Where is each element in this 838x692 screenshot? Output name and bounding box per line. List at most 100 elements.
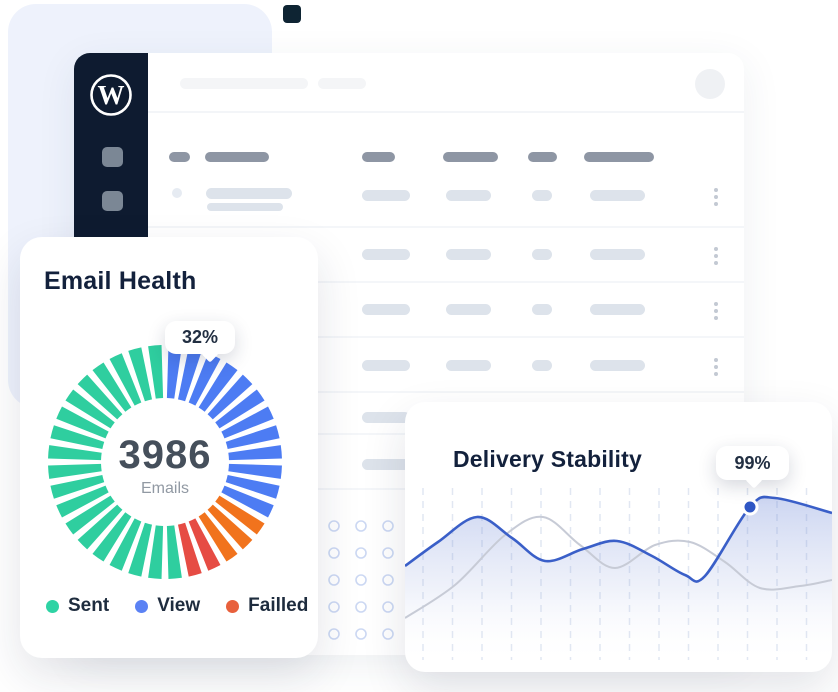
row-cell-placeholder	[532, 190, 552, 201]
donut-wedge-sent	[92, 512, 132, 562]
row-cell-placeholder	[532, 249, 552, 260]
delivery-stability-title: Delivery Stability	[453, 446, 642, 472]
avatar[interactable]	[695, 69, 725, 99]
svg-text:W: W	[98, 80, 125, 110]
marker-dot	[741, 498, 759, 516]
donut-wedge-sent	[128, 522, 153, 577]
delivery-stability-card: Delivery Stability 99%	[405, 402, 832, 672]
donut-wedge-sent	[65, 495, 115, 535]
email-health-card: Email Health 3986 Emails 32% Sent View Fai…	[20, 237, 318, 658]
legend-dot	[135, 599, 149, 613]
donut-wedge-sent	[109, 353, 142, 406]
topbar-divider	[74, 111, 744, 113]
row-kebab-menu[interactable]	[712, 245, 720, 267]
row-cell-placeholder	[446, 190, 491, 201]
donut-wedge-view	[228, 445, 282, 461]
donut-wedge-sent	[166, 525, 182, 579]
delivery-tooltip-value: 99%	[734, 452, 771, 473]
donut-wedge-view	[207, 374, 253, 420]
table-header-placeholder	[443, 152, 498, 162]
table-header-placeholder	[584, 152, 654, 162]
donut-wedge-sent	[56, 485, 109, 518]
donut-wedge-view	[221, 406, 274, 439]
donut-wedge-view	[166, 345, 182, 399]
email-health-donut-chart	[48, 345, 282, 579]
row-separator	[74, 336, 744, 338]
email-health-title: Email Health	[44, 267, 197, 295]
table-header-placeholder	[169, 152, 190, 162]
donut-wedge-sent	[65, 389, 115, 429]
primary-series-area	[405, 496, 832, 664]
legend-label: View	[157, 595, 201, 616]
donut-wedge-view	[225, 425, 280, 450]
table-header-placeholder	[205, 152, 269, 162]
row-cell-placeholder	[590, 190, 645, 201]
donut-legend: Sent View Failled	[20, 595, 318, 617]
row-cell-placeholder	[446, 249, 491, 260]
donut-wedge-sent	[77, 504, 123, 550]
donut-wedge-sent	[77, 374, 123, 420]
table-header-placeholder	[528, 152, 557, 162]
donut-wedge-sent	[48, 445, 102, 461]
row-cell-placeholder	[362, 190, 410, 201]
row-cell-placeholder	[362, 360, 410, 371]
delivery-tooltip: 99%	[716, 446, 789, 480]
row-cell-placeholder	[590, 304, 645, 315]
row-cell-placeholder	[206, 188, 292, 199]
donut-wedge-sent	[128, 347, 153, 402]
donut-wedge-view	[221, 485, 274, 518]
row-cell-placeholder	[532, 360, 552, 371]
donut-wedge-failled	[207, 504, 253, 550]
topbar-placeholder-button	[318, 78, 366, 89]
row-cell-placeholder	[207, 203, 283, 211]
donut-wedge-view	[188, 353, 221, 406]
row-cell-placeholder	[362, 412, 410, 423]
donut-wedge-view	[228, 463, 282, 479]
row-cell-placeholder	[590, 249, 645, 260]
row-cell-placeholder	[362, 459, 410, 470]
legend-item-failled[interactable]: Failled	[226, 595, 308, 617]
row-separator	[74, 391, 744, 393]
donut-wedge-view	[198, 362, 238, 412]
donut-center-text: 3986 Emails	[95, 433, 235, 498]
donut-wedge-sent	[109, 518, 142, 571]
legend-dot	[46, 599, 59, 613]
legend-label: Sent	[68, 595, 110, 616]
delivery-line-chart	[405, 488, 832, 664]
donut-wedge-failled	[198, 512, 238, 562]
table-header-placeholder	[362, 152, 395, 162]
donut-wedge-view	[177, 347, 202, 402]
donut-tooltip: 32%	[165, 321, 235, 354]
legend-item-sent[interactable]: Sent	[46, 595, 109, 617]
sidebar-menu-item-icon[interactable]	[102, 147, 123, 167]
legend-label: Failled	[248, 595, 309, 616]
donut-wedge-view	[225, 474, 280, 499]
donut-wedge-sent	[148, 525, 164, 579]
donut-wedge-sent	[48, 463, 102, 479]
donut-wedge-failled	[177, 522, 202, 577]
row-kebab-menu[interactable]	[712, 186, 720, 208]
row-cell-placeholder	[362, 304, 410, 315]
row-separator	[74, 281, 744, 283]
row-cell-placeholder	[590, 360, 645, 371]
donut-wedge-view	[215, 389, 265, 429]
donut-wedge-sent	[56, 406, 109, 439]
donut-wedge-failled	[188, 518, 221, 571]
legend-item-view[interactable]: View	[135, 595, 200, 617]
row-bullet	[172, 188, 182, 198]
donut-wedge-sent	[148, 345, 164, 399]
sidebar-menu-item-icon[interactable]	[102, 191, 123, 211]
donut-wedge-sent	[92, 362, 132, 412]
row-cell-placeholder	[446, 360, 491, 371]
secondary-series-line	[405, 515, 832, 619]
topbar-placeholder-search	[180, 78, 308, 89]
wordpress-logo-icon: W	[90, 74, 132, 116]
row-cell-placeholder	[446, 304, 491, 315]
donut-wedge-failled	[215, 495, 265, 535]
row-kebab-menu[interactable]	[712, 356, 720, 378]
donut-wedge-sent	[50, 474, 105, 499]
donut-tooltip-value: 32%	[181, 327, 219, 347]
dot-grid-decoration	[328, 520, 394, 640]
row-kebab-menu[interactable]	[712, 300, 720, 322]
